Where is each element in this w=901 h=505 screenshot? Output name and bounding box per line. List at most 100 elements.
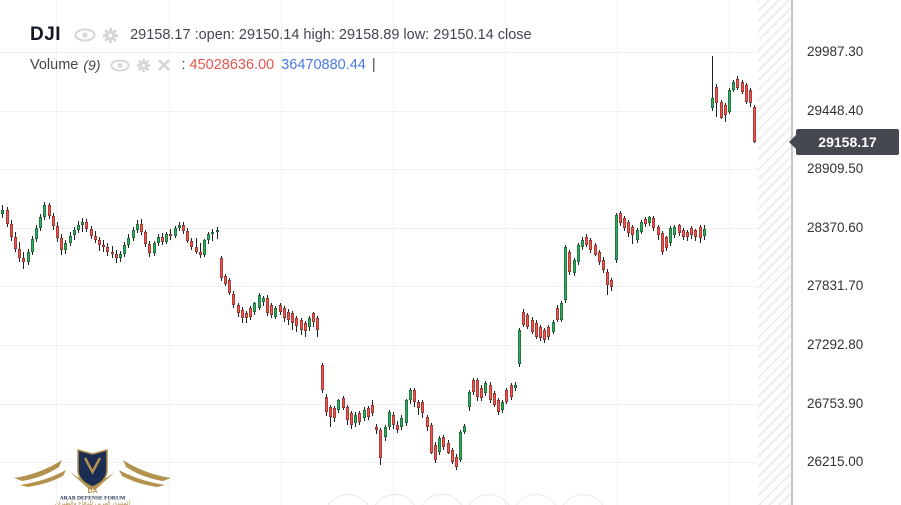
bottom-decor-circle [371, 494, 419, 505]
v-gridline [729, 0, 730, 505]
candle-body [123, 245, 127, 254]
eye-icon[interactable] [74, 28, 96, 42]
candle-body [328, 407, 332, 417]
gear-icon[interactable] [136, 58, 151, 73]
candle-body [673, 227, 677, 235]
candle-body [383, 427, 387, 437]
candle-body [316, 317, 320, 330]
candle-body [517, 330, 521, 364]
candle-body [711, 98, 715, 108]
candle-body [291, 312, 295, 323]
price-axis[interactable]: 29987.30 29448.40 28909.50 28370.60 27831.70… [789, 0, 901, 505]
candle-body [55, 225, 59, 238]
candle-body [719, 102, 723, 119]
candle-body [715, 87, 719, 103]
candle-body [685, 232, 689, 238]
h-gridline [0, 462, 758, 464]
candle-body [202, 240, 206, 255]
h-gridline [0, 52, 758, 53]
last-price-badge: 29158.17 [789, 129, 899, 156]
candle-body [139, 223, 143, 233]
candle-body [438, 438, 442, 452]
candle-body [215, 230, 219, 232]
candle-body [450, 450, 454, 462]
candle-body [530, 320, 534, 332]
v-gridline [281, 0, 282, 505]
candle-body [480, 388, 484, 398]
candle-body [303, 322, 307, 331]
candle-body [1, 210, 5, 214]
eye-icon[interactable] [109, 59, 130, 72]
candle-body [412, 390, 416, 403]
candle-body [429, 425, 433, 453]
candle-body [446, 443, 450, 453]
candle-body [81, 222, 85, 225]
candle-body [358, 412, 362, 422]
candle-body [484, 383, 488, 393]
price-axis-label: 28909.50 [807, 161, 864, 177]
candle-body [68, 235, 72, 244]
candle-body [257, 295, 261, 308]
candle-body [13, 236, 17, 249]
volume-ma-value: 36470880.44 [281, 57, 366, 73]
adf-logo-name-en: ARAB DEFENSE FORUM [60, 496, 126, 502]
candle-body [690, 228, 694, 236]
bottom-decor-circle [324, 494, 372, 505]
candle-body [295, 317, 299, 326]
close-icon[interactable] [157, 58, 171, 72]
candle-body [509, 385, 513, 397]
future-area-hatch [758, 0, 791, 505]
candle-body [589, 240, 593, 250]
h-gridline [0, 169, 758, 171]
candle-body [307, 317, 311, 327]
plot-area[interactable] [0, 0, 793, 505]
v-gridline [393, 0, 394, 505]
candle-body [677, 225, 681, 233]
candle-body [408, 390, 412, 400]
candle-body [186, 231, 190, 241]
candle-body [190, 240, 194, 248]
gear-icon[interactable] [102, 27, 119, 44]
candle-body [282, 307, 286, 318]
candle-body [165, 233, 169, 242]
candle-body [501, 402, 505, 410]
candle-body [102, 245, 106, 248]
candle-body [34, 227, 38, 239]
candle-body [664, 237, 668, 248]
candle-body [505, 390, 509, 403]
candle-body [454, 457, 458, 468]
candle-body [639, 222, 643, 232]
candle-body [732, 82, 736, 90]
price-axis-border [791, 0, 793, 505]
candle-body [396, 425, 400, 430]
candle-body [463, 425, 467, 432]
candle-body [5, 210, 9, 224]
candle-body [543, 330, 547, 340]
adf-logo-name-ar: المنتدى العربي للدفاع والطيران [55, 501, 131, 505]
candle-body [333, 408, 337, 418]
candle-body [538, 326, 542, 338]
candle-body [76, 224, 80, 230]
candle-body [391, 415, 395, 425]
candle-body [753, 107, 757, 143]
candle-body [9, 223, 13, 237]
candle-body [51, 215, 55, 226]
candle-body [522, 311, 526, 325]
adf-logo-shield [77, 449, 108, 488]
candle-body [681, 230, 685, 238]
price-axis-label: 26215.00 [807, 454, 864, 470]
candle-body [375, 427, 379, 430]
candle-body [127, 237, 131, 246]
bottom-decor-circle [559, 494, 607, 505]
candle-body [627, 222, 631, 233]
price-axis-label: 27831.70 [807, 278, 864, 294]
volume-label: Volume [30, 57, 79, 73]
candle-body [400, 417, 404, 427]
candle-body [341, 398, 345, 408]
candle-body [232, 293, 236, 305]
candle-body [610, 280, 614, 287]
h-gridline [0, 227, 758, 229]
candle-body [72, 230, 76, 236]
candle-body [274, 307, 278, 317]
